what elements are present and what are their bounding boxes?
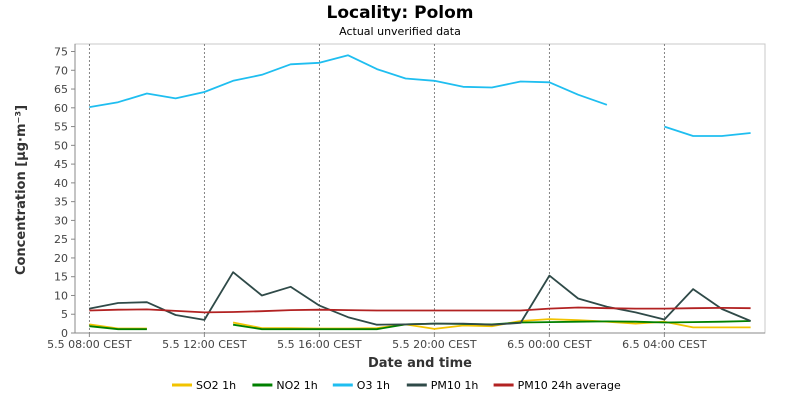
x-tick-label: 5.5 12:00 CEST xyxy=(162,338,247,351)
y-tick-label: 75 xyxy=(54,46,68,59)
y-tick-label: 0 xyxy=(61,327,68,340)
x-tick-label: 5.5 16:00 CEST xyxy=(277,338,362,351)
series-layer xyxy=(89,54,751,331)
x-tick-label: 6.5 04:00 CEST xyxy=(622,338,707,351)
legend-item: NO2 1h xyxy=(252,379,318,392)
series-pm10-24h-average xyxy=(89,306,751,314)
legend-label: PM10 1h xyxy=(431,379,479,392)
y-tick-label: 20 xyxy=(54,252,68,265)
y-tick-label: 30 xyxy=(54,214,68,227)
series-o3-1h xyxy=(89,54,751,137)
series-pm10-1h xyxy=(89,271,751,326)
x-tick-label: 6.5 00:00 CEST xyxy=(507,338,592,351)
y-tick-label: 45 xyxy=(54,158,68,171)
y-tick-label: 35 xyxy=(54,196,68,209)
legend-item: PM10 1h xyxy=(406,379,479,392)
y-tick-label: 70 xyxy=(54,64,68,77)
x-axis-ticks: 5.5 08:00 CEST 5.5 12:00 CEST 5.5 16:00 CE… xyxy=(47,333,707,351)
legend-label: PM10 24h average xyxy=(518,379,621,392)
y-axis-ticks: 0 5 10 15 20 25 30 35 40 45 50 55 60 65 70 75 xyxy=(54,46,75,340)
y-tick-label: 50 xyxy=(54,139,68,152)
y-tick-label: 25 xyxy=(54,233,68,246)
x-tick-label: 5.5 08:00 CEST xyxy=(47,338,132,351)
series-line xyxy=(89,306,751,314)
y-axis-label: Concentration [µg·m⁻³] xyxy=(14,105,29,275)
series-line xyxy=(664,125,751,137)
plot-area xyxy=(74,43,766,334)
x-tick-label: 5.5 20:00 CEST xyxy=(392,338,477,351)
y-tick-label: 40 xyxy=(54,177,68,190)
y-tick-label: 10 xyxy=(54,289,68,302)
series-line xyxy=(89,271,751,326)
x-axis-label: Date and time xyxy=(368,356,472,371)
legend-item: PM10 24h average xyxy=(493,379,621,392)
legend: SO2 1h NO2 1h O3 1h PM10 1h PM10 24h average xyxy=(172,379,621,392)
legend-label: SO2 1h xyxy=(196,379,236,392)
legend-label: O3 1h xyxy=(357,379,390,392)
legend-item: SO2 1h xyxy=(172,379,236,392)
chart-subtitle: Actual unverified data xyxy=(339,25,461,38)
legend-item: O3 1h xyxy=(332,379,390,392)
series-line xyxy=(89,325,147,331)
y-tick-label: 15 xyxy=(54,271,68,284)
chart-title: Locality: Polom xyxy=(327,3,474,23)
y-tick-label: 60 xyxy=(54,102,68,115)
series-line xyxy=(89,54,608,108)
y-tick-label: 55 xyxy=(54,121,68,134)
y-tick-label: 5 xyxy=(61,308,68,321)
legend-label: NO2 1h xyxy=(276,379,317,392)
y-tick-label: 65 xyxy=(54,83,68,96)
